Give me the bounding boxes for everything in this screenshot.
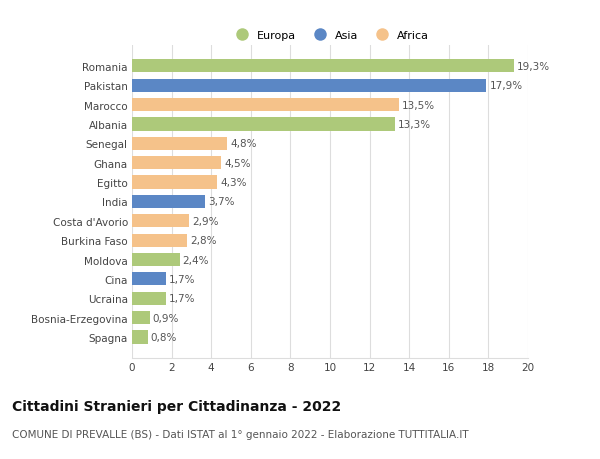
- Text: 0,8%: 0,8%: [151, 332, 177, 342]
- Legend: Europa, Asia, Africa: Europa, Asia, Africa: [227, 27, 433, 45]
- Text: 4,8%: 4,8%: [230, 139, 257, 149]
- Text: 1,7%: 1,7%: [169, 274, 195, 284]
- Bar: [132, 157, 221, 170]
- Bar: [132, 311, 150, 325]
- Bar: [132, 137, 227, 151]
- Bar: [132, 176, 217, 189]
- Text: 4,3%: 4,3%: [220, 178, 247, 188]
- Text: 13,5%: 13,5%: [402, 101, 436, 110]
- Bar: [132, 330, 148, 344]
- Bar: [132, 215, 190, 228]
- Bar: [132, 79, 487, 93]
- Text: 2,8%: 2,8%: [190, 235, 217, 246]
- Text: 17,9%: 17,9%: [490, 81, 523, 91]
- Text: 2,9%: 2,9%: [193, 216, 219, 226]
- Text: 3,7%: 3,7%: [208, 197, 235, 207]
- Text: COMUNE DI PREVALLE (BS) - Dati ISTAT al 1° gennaio 2022 - Elaborazione TUTTITALI: COMUNE DI PREVALLE (BS) - Dati ISTAT al …: [12, 429, 469, 439]
- Text: 19,3%: 19,3%: [517, 62, 550, 72]
- Bar: [132, 273, 166, 286]
- Bar: [132, 234, 187, 247]
- Text: 13,3%: 13,3%: [398, 120, 431, 129]
- Text: Cittadini Stranieri per Cittadinanza - 2022: Cittadini Stranieri per Cittadinanza - 2…: [12, 399, 341, 413]
- Text: 2,4%: 2,4%: [182, 255, 209, 265]
- Text: 0,9%: 0,9%: [153, 313, 179, 323]
- Text: 4,5%: 4,5%: [224, 158, 251, 168]
- Bar: [132, 118, 395, 131]
- Text: 1,7%: 1,7%: [169, 294, 195, 303]
- Bar: [132, 196, 205, 208]
- Bar: [132, 60, 514, 73]
- Bar: [132, 292, 166, 305]
- Bar: [132, 99, 400, 112]
- Bar: [132, 253, 179, 267]
